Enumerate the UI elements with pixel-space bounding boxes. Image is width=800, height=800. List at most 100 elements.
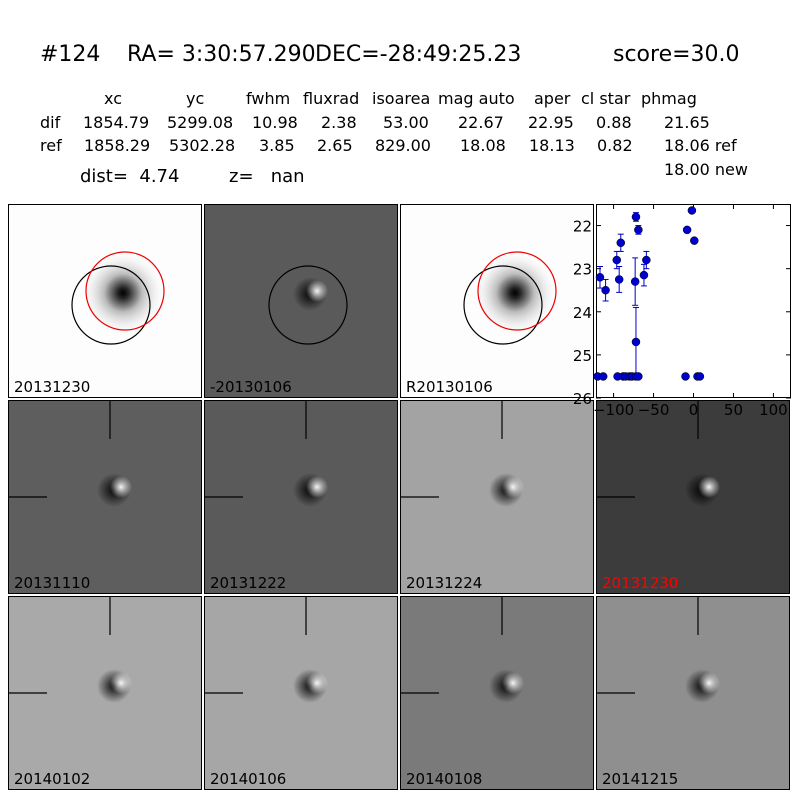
stamp-panel: 20140108 <box>400 596 594 790</box>
title-ra: RA= 3:30:57.290 <box>127 42 316 67</box>
stamp-image <box>597 401 720 507</box>
diff-bright-lobe <box>306 280 328 302</box>
stamp-panel: -20130106 <box>204 204 398 398</box>
stamp-panel: 20140106 <box>204 596 398 790</box>
y-tick-label: 25 <box>573 347 592 365</box>
row-ref-label: ref <box>40 136 62 155</box>
data-point <box>601 285 610 295</box>
stamp-image <box>9 401 132 507</box>
table-cell: 5299.08 <box>167 113 234 132</box>
table-cell: 1854.79 <box>83 113 150 132</box>
col-aper: aper <box>534 89 571 108</box>
table-cell: 22.67 <box>458 113 504 132</box>
diff-bright-lobe <box>502 476 524 498</box>
x-tick-label: −100 <box>593 401 634 419</box>
phmag-new: 18.00 new <box>664 160 748 179</box>
aperture-circle-black <box>268 265 348 345</box>
stamp-label: 20140106 <box>210 770 287 788</box>
data-point <box>639 270 649 280</box>
table-cell: 0.82 <box>597 136 633 155</box>
title-dec: DEC=-28:49:25.23 <box>315 42 522 67</box>
data-point <box>598 372 608 381</box>
title-id: #124 <box>40 42 101 67</box>
diff-bright-lobe <box>306 672 328 694</box>
dist-value: dist= 4.74 <box>80 166 180 187</box>
table-cell: 2.65 <box>317 136 353 155</box>
table-cell: 22.95 <box>528 113 574 132</box>
diff-bright-lobe <box>502 672 524 694</box>
data-point <box>690 236 699 245</box>
stamp-label: -20130106 <box>210 378 292 396</box>
light-curve-chart: 22 23 24 25 26−100 −50 0 50 100 <box>573 204 791 419</box>
diff-bright-lobe <box>698 476 720 498</box>
stamp-panel: 20131110 <box>8 400 202 594</box>
diff-bright-lobe <box>110 672 132 694</box>
data-point <box>682 225 692 235</box>
data-point <box>687 206 697 215</box>
stamp-image <box>401 597 524 703</box>
col-fluxrad: fluxrad <box>303 89 360 108</box>
data-point <box>642 255 651 265</box>
data-point <box>614 275 624 284</box>
stamp-image <box>205 401 328 507</box>
row-dif-label: dif <box>40 113 61 132</box>
stamp-panel: 20131230 <box>8 204 202 398</box>
x-tick-label: 100 <box>759 401 788 419</box>
data-point <box>634 225 643 235</box>
table-cell: 18.08 <box>460 136 506 155</box>
stamp-panel: 20141215 <box>596 596 790 790</box>
aperture-circle-black <box>71 265 151 345</box>
col-clstar: cl star <box>581 89 631 108</box>
diff-bright-lobe <box>698 672 720 694</box>
stamp-image <box>71 251 165 345</box>
diff-bright-lobe <box>110 476 132 498</box>
col-fwhm: fwhm <box>246 89 291 108</box>
table-cell: 1858.29 <box>84 136 151 155</box>
table-cell: 3.85 <box>259 136 295 155</box>
table-cell: 0.88 <box>596 113 632 132</box>
stamp-image <box>268 265 348 345</box>
table-cell: 53.00 <box>383 113 429 132</box>
light-curve-panel: 22 23 24 25 26 −100 −50 0 50 100 <box>573 204 791 419</box>
stamp-panel: 20131222 <box>204 400 398 594</box>
col-magauto: mag auto <box>438 89 515 108</box>
data-point <box>616 238 626 248</box>
table-cell: 21.65 <box>664 113 710 132</box>
data-point <box>631 212 641 222</box>
y-tick-label: 24 <box>573 304 592 322</box>
stamp-label: 20131222 <box>210 574 287 592</box>
table-cell: 5302.28 <box>169 136 236 155</box>
stamp-label: 20140108 <box>406 770 483 788</box>
table-cell: 18.13 <box>529 136 575 155</box>
y-tick-label: 23 <box>573 261 592 279</box>
stamp-panel: 20131224 <box>400 400 594 594</box>
stamp-label: 20140102 <box>14 770 91 788</box>
data-point <box>681 372 690 381</box>
table-cell: 18.06 ref <box>664 136 737 155</box>
col-phmag: phmag <box>641 89 697 108</box>
col-isoarea: isoarea <box>372 89 431 108</box>
stamp-panel: 20131230 <box>596 400 790 594</box>
col-yc: yc <box>186 89 205 108</box>
table-cell: 829.00 <box>375 136 431 155</box>
data-point <box>630 277 640 286</box>
stamp-image <box>9 597 132 703</box>
z-value: z= nan <box>229 166 305 187</box>
data-point <box>595 273 605 282</box>
x-tick-label: −50 <box>638 401 670 419</box>
table-cell: 2.38 <box>321 113 357 132</box>
stamp-panel: 20140102 <box>8 596 202 790</box>
aperture-circle-black <box>463 265 543 345</box>
x-tick-label: 0 <box>689 401 699 419</box>
stamp-image <box>205 597 328 703</box>
stamp-label: 20131110 <box>14 574 91 592</box>
source-blob <box>473 251 557 335</box>
stamp-panel: R20130106 <box>400 204 594 398</box>
y-tick-label: 22 <box>573 218 592 236</box>
data-point <box>631 337 641 347</box>
stamp-label: 20131230 <box>602 574 679 592</box>
aperture-circle-red <box>85 251 165 331</box>
diff-bright-lobe <box>306 476 328 498</box>
table-cell: 10.98 <box>252 113 298 132</box>
stamp-image <box>463 251 557 345</box>
